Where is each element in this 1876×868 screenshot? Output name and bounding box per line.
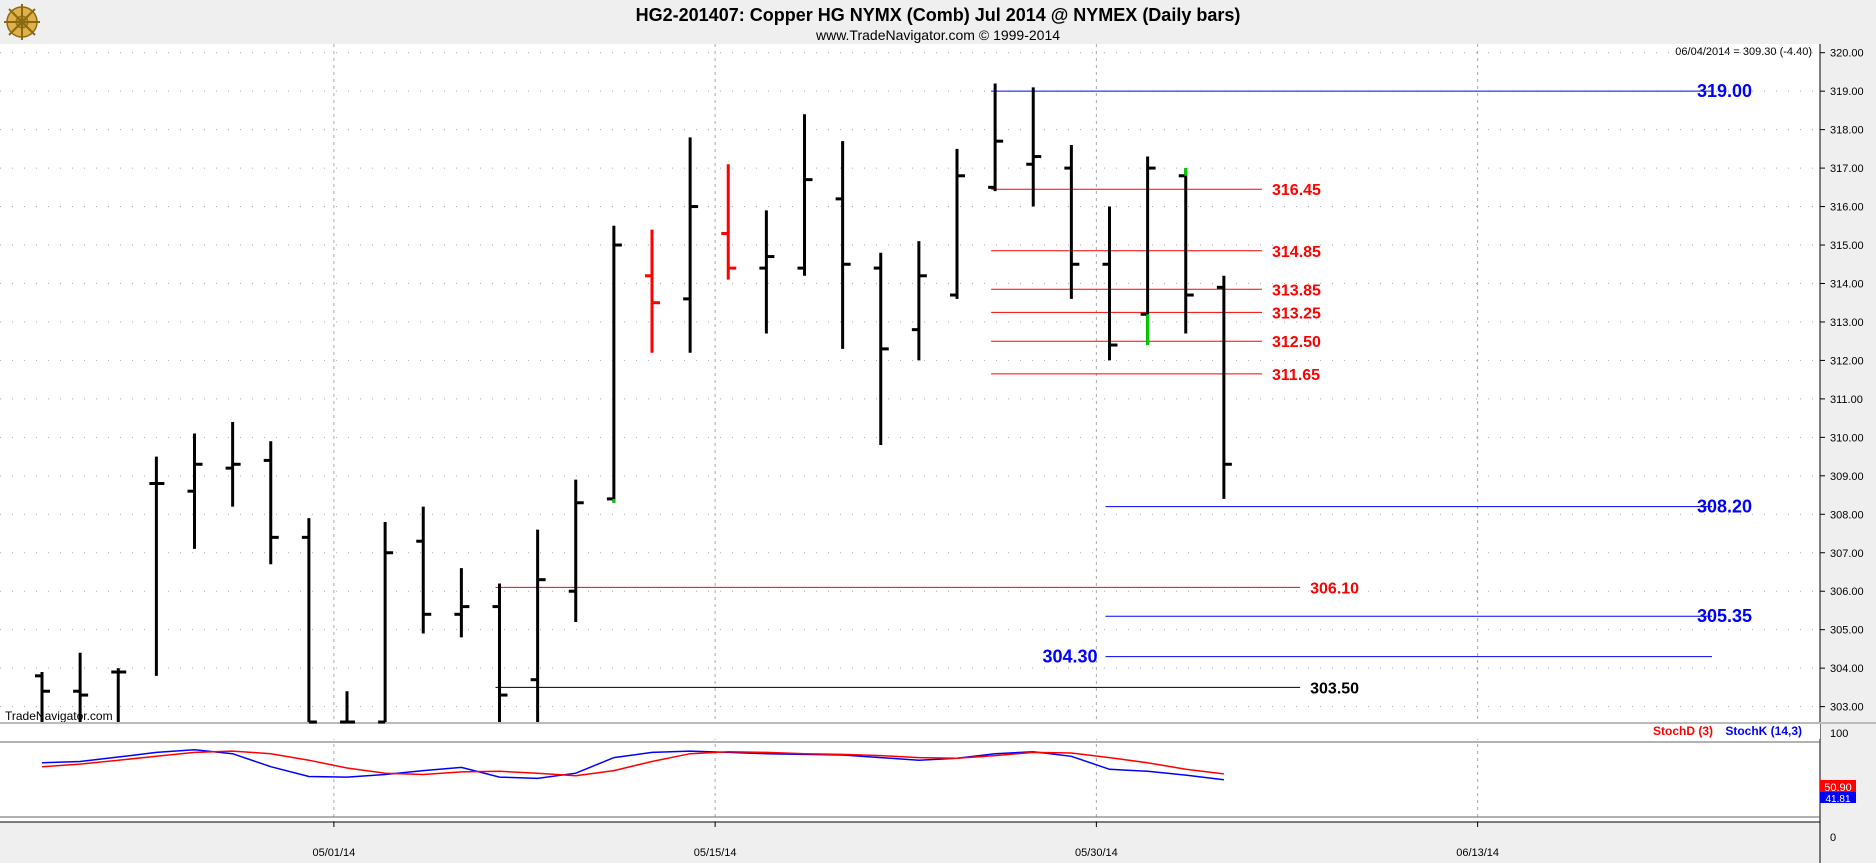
price-readout: 06/04/2014 = 309.30 (-4.40): [1675, 46, 1812, 58]
ohlc-bar: [187, 433, 203, 549]
ohlc-bar: [111, 668, 127, 722]
date-tick-label: 05/30/14: [1075, 847, 1118, 859]
stoch-d-line: [41, 750, 1224, 777]
level-label: 313.25: [1272, 305, 1321, 322]
price-axis-background: [1820, 44, 1876, 863]
ohlc-bar: [873, 252, 889, 446]
level-label: 319.00: [1697, 81, 1752, 101]
stoch-k-legend: StochK (14,3): [1725, 724, 1802, 738]
ohlc-bar: [721, 164, 737, 280]
ohlc-bar: [263, 441, 279, 565]
ohlc-bar: [301, 518, 317, 724]
ohlc-bar: [683, 137, 699, 353]
ohlc-bar: [1102, 206, 1118, 361]
ohlc-bar: [568, 479, 584, 622]
ohlc-bar: [950, 148, 965, 299]
header-bar: [0, 0, 1876, 44]
price-tick-label: 320.00: [1830, 48, 1864, 60]
ohlc-bar: [35, 671, 50, 722]
stoch-k-line: [41, 749, 1224, 781]
date-tick-label: 06/13/14: [1456, 847, 1499, 859]
date-tick-label: 05/01/14: [312, 847, 355, 859]
panel-gap: [0, 723, 1820, 739]
price-tick-label: 318.00: [1830, 125, 1864, 137]
ohlc-bar: [759, 210, 775, 334]
ohlc-bar: [149, 456, 165, 676]
price-tick-label: 317.00: [1830, 163, 1864, 175]
ohlc-bar: [416, 506, 432, 634]
stoch-d-value-box: [1820, 780, 1856, 793]
stoch-tick-label: 100: [1830, 728, 1848, 740]
ohlc-bar: [1216, 275, 1232, 499]
ohlc-bar: [73, 652, 89, 722]
chart-subtitle: www.TradeNavigator.com © 1999-2014: [815, 27, 1060, 43]
ohlc-bar: [1064, 145, 1080, 299]
time-axis-background: [0, 822, 1820, 863]
ohlc-bar: [530, 529, 546, 722]
price-tick-label: 303.00: [1830, 702, 1864, 714]
ohlc-bar: [1026, 87, 1042, 207]
price-tick-label: 314.00: [1830, 278, 1864, 290]
level-label: 306.10: [1310, 580, 1359, 597]
level-label: 308.20: [1697, 497, 1752, 517]
stoch-d-legend: StochD (3): [1653, 724, 1713, 738]
ohlc-bar: [911, 241, 927, 361]
ohlc-bar: [988, 83, 1004, 192]
stoch-d-value: 50.90: [1824, 782, 1852, 794]
price-tick-label: 309.00: [1830, 471, 1864, 483]
price-tick-label: 306.00: [1830, 586, 1864, 598]
level-label: 311.65: [1272, 367, 1320, 384]
ohlc-bar: [378, 521, 394, 724]
price-tick-label: 308.00: [1830, 509, 1864, 521]
price-tick-label: 310.00: [1830, 432, 1864, 444]
price-tick-label: 313.00: [1830, 317, 1864, 329]
price-tick-label: 315.00: [1830, 240, 1864, 252]
price-tick-label: 312.00: [1830, 355, 1864, 367]
price-tick-label: 304.00: [1830, 663, 1864, 675]
price-tick-label: 307.00: [1830, 548, 1864, 560]
stoch-k-value: 41.81: [1825, 794, 1850, 805]
level-label: 312.50: [1272, 334, 1321, 351]
level-label: 314.85: [1272, 244, 1321, 261]
price-tick-label: 319.00: [1830, 86, 1864, 98]
logo-icon: [4, 4, 40, 40]
levels-layer: 319.00 316.45 314.85 313.85 313.25 312.50 311.…: [495, 81, 1752, 697]
level-label: 313.85: [1272, 282, 1321, 299]
bars-layer: [35, 83, 1232, 724]
ohlc-bar: [797, 114, 813, 276]
axes-layer: 303.00 304.00 305.00 306.00 307.00 308.00 309.…: [0, 44, 1876, 863]
price-tick-label: 311.00: [1830, 394, 1863, 406]
stoch-k-value-box: [1820, 792, 1856, 803]
price-tick-label: 316.00: [1830, 202, 1864, 214]
ohlc-bar: [454, 568, 470, 638]
price-tick-label: 305.00: [1830, 625, 1864, 637]
ohlc-bar: [835, 141, 851, 349]
ohlc-bar: [492, 583, 508, 722]
stoch-tick-label: 0: [1830, 832, 1836, 844]
level-label: 304.30: [1042, 647, 1097, 667]
date-tick-label: 05/15/14: [694, 847, 737, 859]
level-label: 316.45: [1272, 182, 1321, 199]
level-label: 305.35: [1697, 606, 1752, 626]
ohlc-bar: [340, 691, 355, 724]
ohlc-bar: [645, 229, 660, 353]
level-label: 303.50: [1310, 680, 1359, 697]
watermark: TradeNavigator.com: [5, 709, 113, 723]
chart-title: HG2-201407: Copper HG NYMX (Comb) Jul 20…: [636, 5, 1241, 25]
ohlc-bar: [225, 421, 241, 507]
